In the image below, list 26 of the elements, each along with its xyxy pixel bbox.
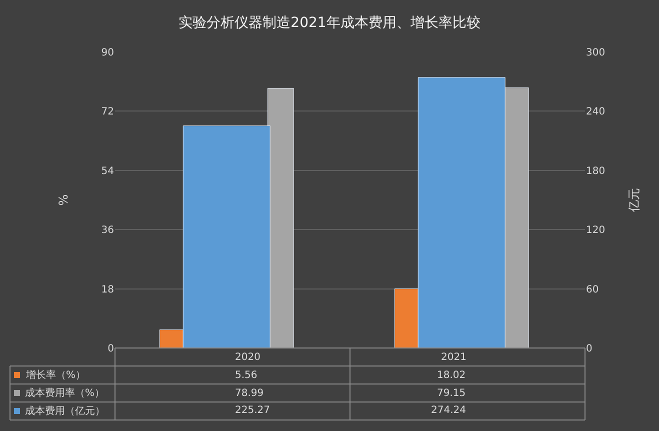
legend-label: 成本费用（亿元） <box>25 405 105 417</box>
chart-title: 实验分析仪器制造2021年成本费用、增长率比较 <box>178 14 480 31</box>
y2-tick-label: 120 <box>586 225 606 236</box>
y2-tick-label: 240 <box>586 106 606 118</box>
data-label: 274.24 <box>431 405 466 416</box>
y2-tick-label: 0 <box>586 344 592 354</box>
data-label: 78.99 <box>235 388 264 399</box>
y2-tick-label: 300 <box>586 48 606 58</box>
y2-tick-label: 180 <box>586 166 606 177</box>
data-label: 18.02 <box>437 370 466 381</box>
legend-label: 成本费用率（%） <box>25 387 105 399</box>
y-tick-label: 72 <box>101 106 114 118</box>
x-tick-label: 2020 <box>235 352 260 363</box>
y2-axis-title: 亿元 <box>626 188 641 213</box>
x-tick-label: 2021 <box>441 352 466 363</box>
y-axis-title: % <box>56 194 71 206</box>
y-tick-label: 90 <box>101 48 114 58</box>
data-label: 5.56 <box>235 370 258 381</box>
y-tick-label: 18 <box>101 284 114 296</box>
y-tick-label: 54 <box>101 166 114 177</box>
data-label: 79.15 <box>437 388 466 399</box>
data-label: 225.27 <box>235 405 270 416</box>
y-tick-label: 36 <box>101 225 114 236</box>
y-tick-label: 0 <box>108 344 114 354</box>
y2-tick-label: 60 <box>586 284 599 296</box>
legend-label: 增长率（%） <box>25 369 86 381</box>
